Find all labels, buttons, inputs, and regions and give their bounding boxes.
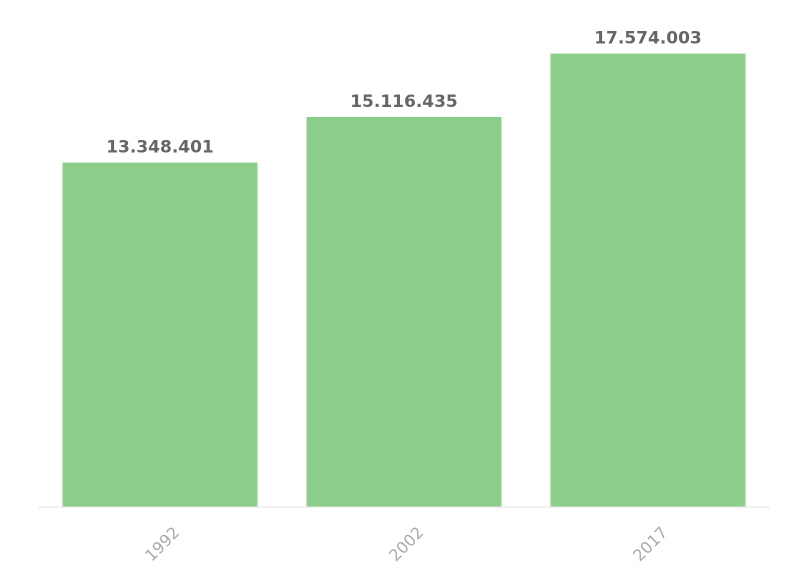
x-tick-label-2002: 2002	[385, 523, 427, 565]
bar-1992	[62, 162, 258, 508]
x-tick-label-1992: 1992	[141, 523, 183, 565]
value-label-1992: 13.348.401	[106, 138, 214, 158]
x-tick-labels-group: 1992 2002 2017	[141, 523, 671, 565]
bars-group	[62, 53, 746, 508]
value-label-2017: 17.574.003	[594, 29, 702, 49]
bar-2002	[306, 116, 502, 507]
value-label-2002: 15.116.435	[350, 92, 458, 112]
bar-2017	[550, 53, 746, 508]
x-tick-label-2017: 2017	[629, 523, 671, 565]
value-labels-group: 13.348.401 15.116.435 17.574.003	[106, 29, 702, 158]
